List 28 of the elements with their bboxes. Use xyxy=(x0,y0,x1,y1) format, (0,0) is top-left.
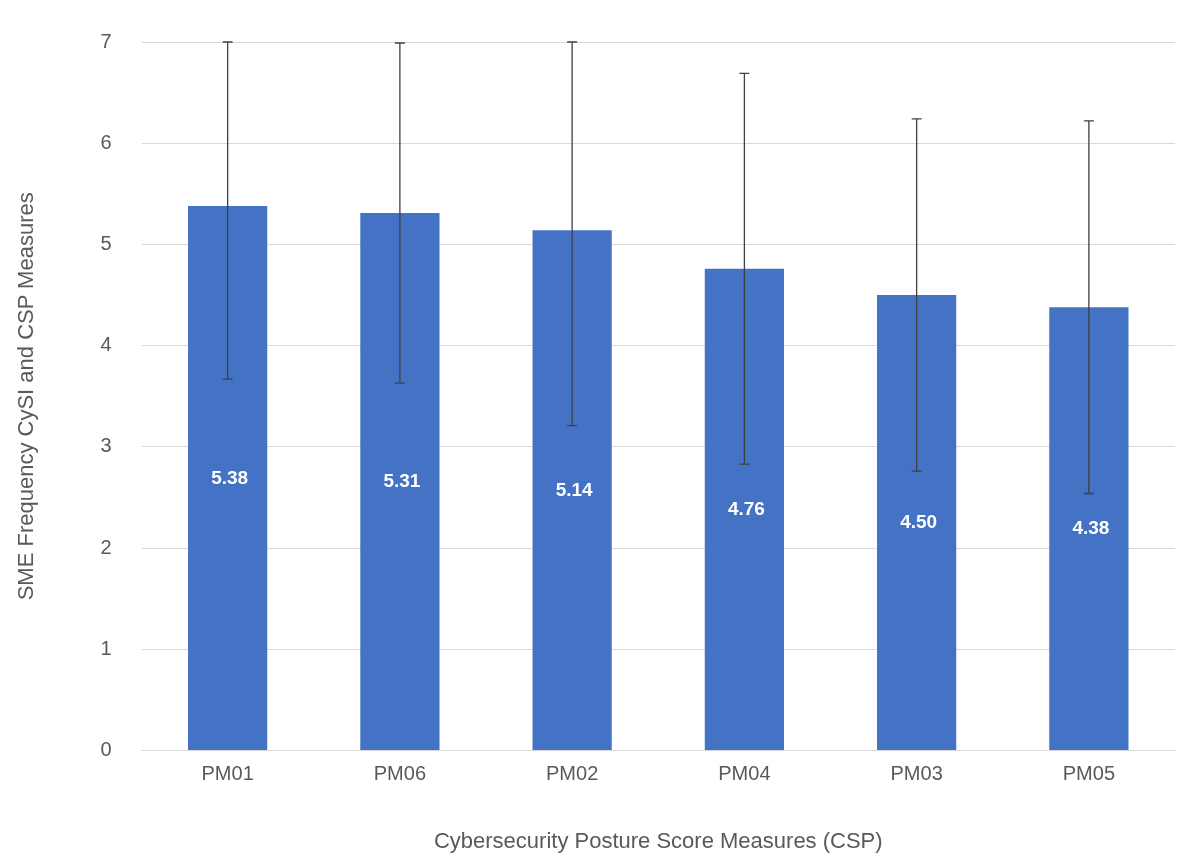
bar xyxy=(532,230,612,751)
y-tick-label: 3 xyxy=(100,434,112,457)
y-tick-label: 6 xyxy=(100,130,112,153)
y-tick-label: 1 xyxy=(100,636,112,659)
bar xyxy=(704,268,784,751)
data-label: 5.38 xyxy=(211,466,249,488)
x-tick-label: PM02 xyxy=(546,762,599,785)
y-axis-title: SME Frequency CySI and CSP Measures xyxy=(13,192,39,601)
data-label: 4.76 xyxy=(727,497,765,519)
x-tick-label: PM03 xyxy=(890,762,943,785)
x-tick-label: PM05 xyxy=(1062,762,1115,785)
bar xyxy=(360,213,440,751)
y-tick-label: 5 xyxy=(100,231,112,254)
y-tick-label: 0 xyxy=(100,738,112,761)
x-tick-label: PM06 xyxy=(373,762,427,785)
x-axis-title: Cybersecurity Posture Score Measures (CSP) xyxy=(433,827,883,853)
y-tick-label: 4 xyxy=(100,333,112,356)
data-label: 4.50 xyxy=(900,511,938,533)
x-tick-label: PM04 xyxy=(718,762,771,785)
bar xyxy=(1049,307,1129,751)
data-label: 4.38 xyxy=(1072,517,1110,539)
y-tick-label: 2 xyxy=(100,535,112,558)
bar xyxy=(188,205,268,751)
x-tick-label: PM01 xyxy=(201,762,254,785)
bar xyxy=(877,295,957,751)
data-label: 5.31 xyxy=(383,470,421,492)
y-tick-label: 7 xyxy=(100,29,112,52)
data-label: 5.14 xyxy=(555,478,594,500)
